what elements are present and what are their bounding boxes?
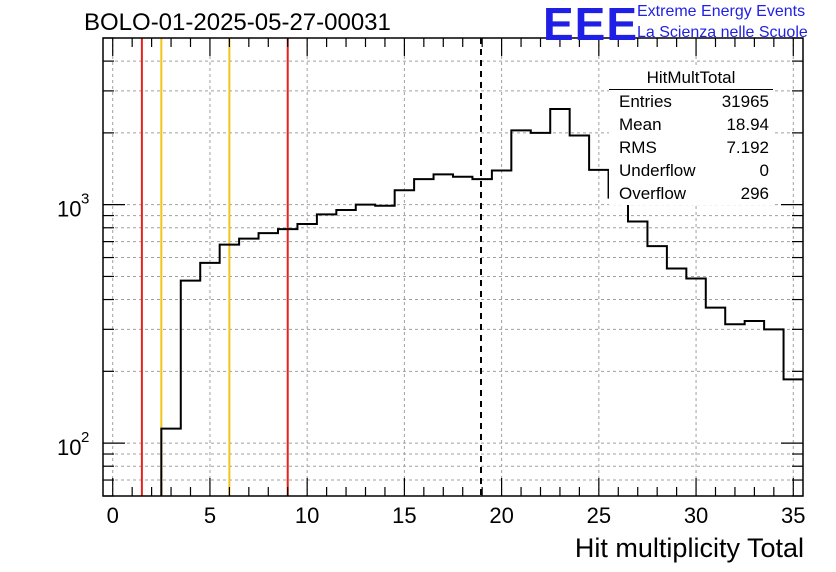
run-title: BOLO-01-2025-05-27-00031: [84, 9, 391, 36]
stat-value: 18.94: [726, 115, 769, 134]
x-tick-label: 30: [684, 503, 708, 528]
y-tick-label: 10: [57, 435, 81, 460]
stats-box: HitMultTotal Entries 31965 Mean 18.94 RM…: [609, 68, 773, 205]
stats-title: HitMultTotal: [609, 68, 773, 90]
stat-key: RMS: [619, 138, 657, 157]
x-tick-label: 20: [489, 503, 513, 528]
x-tick-label: 10: [295, 503, 319, 528]
stat-key: Overflow: [619, 184, 687, 203]
stat-key: Entries: [619, 92, 672, 111]
eee-subtitle-1: Extreme Energy Events: [637, 3, 806, 20]
stat-key: Underflow: [619, 161, 696, 180]
eee-logo: EEE: [543, 0, 639, 50]
x-axis-label: Hit multiplicity Total: [574, 533, 804, 563]
plot-frame: [102, 37, 804, 497]
x-tick-label: 15: [392, 503, 416, 528]
eee-subtitle-2: La Scienza nelle Scuole: [637, 24, 808, 41]
x-tick-label: 0: [107, 503, 119, 528]
y-tick-label: 10: [57, 197, 81, 222]
x-tick-label: 35: [781, 503, 805, 528]
stat-value: 0: [759, 161, 769, 180]
stat-value: 31965: [721, 92, 769, 111]
stat-key: Mean: [619, 115, 662, 134]
x-tick-label: 25: [587, 503, 611, 528]
histogram-outline: [160, 107, 803, 496]
y-tick-exponent: 2: [81, 429, 89, 446]
stat-value: 296: [740, 184, 769, 203]
stat-value: 7.192: [726, 138, 769, 157]
y-tick-exponent: 3: [81, 191, 89, 208]
x-tick-label: 5: [204, 503, 216, 528]
